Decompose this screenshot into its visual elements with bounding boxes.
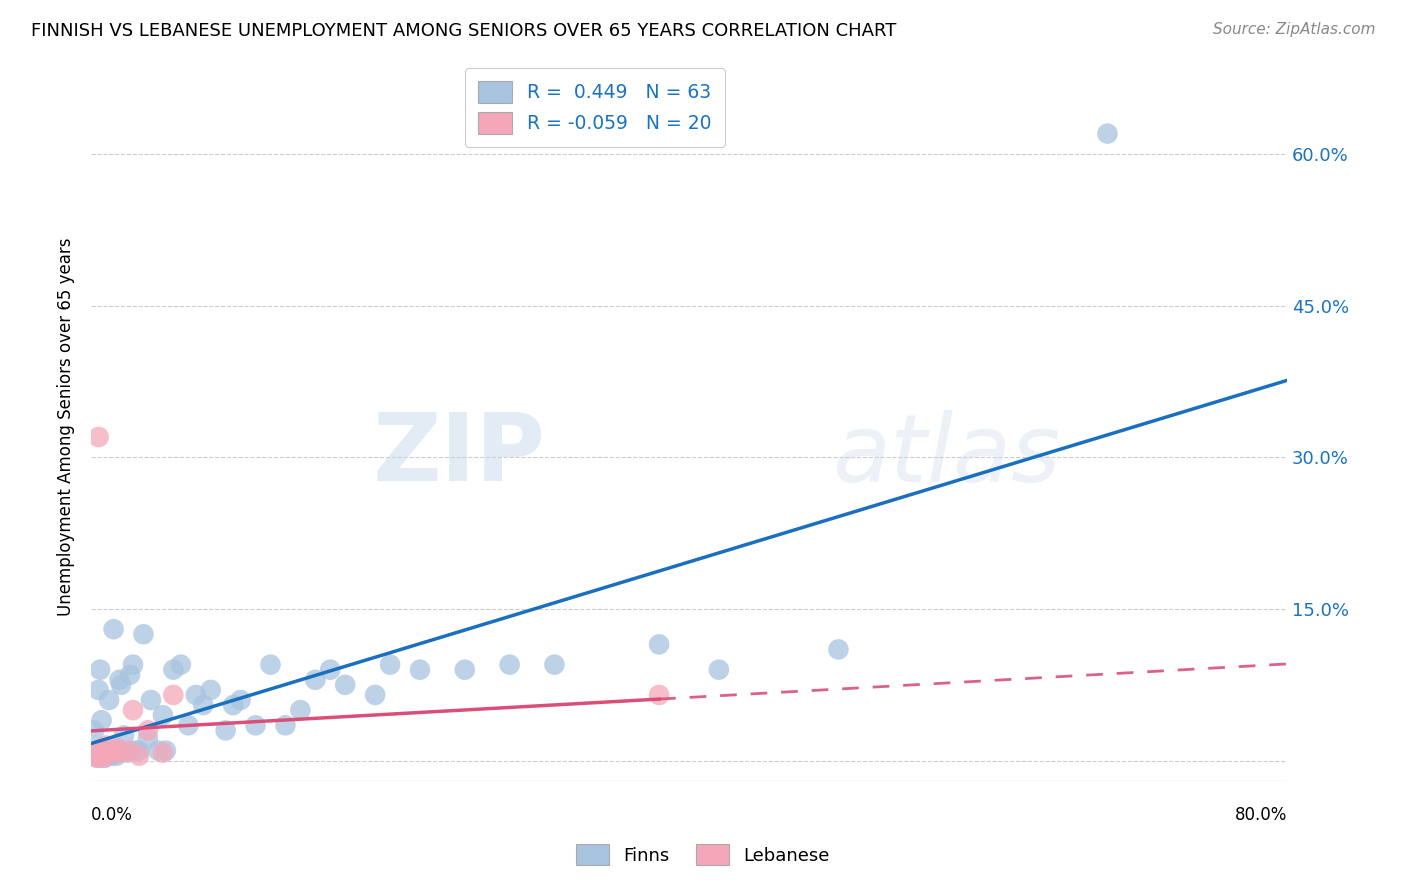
Point <box>117 743 139 757</box>
Point <box>93 750 115 764</box>
Point <box>498 657 520 672</box>
Point <box>125 743 148 757</box>
Point <box>108 673 131 687</box>
Point <box>335 678 357 692</box>
Point <box>112 728 135 742</box>
Legend: Finns, Lebanese: Finns, Lebanese <box>569 837 837 872</box>
Point <box>98 693 121 707</box>
Point <box>827 642 849 657</box>
Point <box>222 698 245 712</box>
Point <box>110 678 132 692</box>
Point <box>648 688 671 702</box>
Point <box>105 748 128 763</box>
Point <box>100 746 122 760</box>
Point <box>91 748 114 763</box>
Point <box>91 746 114 760</box>
Point <box>378 657 401 672</box>
Point <box>87 748 110 763</box>
Point <box>155 743 177 757</box>
Point <box>90 748 112 763</box>
Point <box>152 708 174 723</box>
Point <box>170 657 193 672</box>
Point <box>290 703 312 717</box>
Point <box>543 657 565 672</box>
Point <box>101 748 124 763</box>
Point <box>122 657 145 672</box>
Point <box>364 688 387 702</box>
Point <box>648 637 671 651</box>
Text: FINNISH VS LEBANESE UNEMPLOYMENT AMONG SENIORS OVER 65 YEARS CORRELATION CHART: FINNISH VS LEBANESE UNEMPLOYMENT AMONG S… <box>31 22 896 40</box>
Point <box>94 743 117 757</box>
Point <box>86 750 108 764</box>
Point <box>84 748 107 763</box>
Point <box>84 743 107 757</box>
Point <box>148 743 170 757</box>
Point <box>87 430 110 444</box>
Point <box>83 748 105 763</box>
Point <box>107 741 129 756</box>
Point <box>110 746 132 760</box>
Point <box>319 663 342 677</box>
Text: 0.0%: 0.0% <box>91 806 134 824</box>
Point <box>83 723 105 738</box>
Point <box>162 688 184 702</box>
Point <box>89 663 111 677</box>
Point <box>104 747 127 761</box>
Point <box>94 739 117 753</box>
Point <box>409 663 432 677</box>
Point <box>89 746 111 760</box>
Point <box>152 746 174 760</box>
Point <box>84 746 107 760</box>
Point <box>91 743 114 757</box>
Point <box>128 743 150 757</box>
Point <box>707 663 730 677</box>
Point <box>136 723 159 738</box>
Point <box>200 682 222 697</box>
Point <box>177 718 200 732</box>
Point <box>94 748 117 763</box>
Point <box>97 748 120 763</box>
Text: 80.0%: 80.0% <box>1234 806 1286 824</box>
Point <box>245 718 267 732</box>
Legend: R =  0.449   N = 63, R = -0.059   N = 20: R = 0.449 N = 63, R = -0.059 N = 20 <box>465 68 724 147</box>
Point <box>90 713 112 727</box>
Point <box>115 746 138 760</box>
Point <box>103 746 125 760</box>
Point <box>304 673 326 687</box>
Point <box>132 627 155 641</box>
Point <box>229 693 252 707</box>
Point <box>215 723 238 738</box>
Point <box>89 750 111 764</box>
Point <box>90 748 112 763</box>
Point <box>122 703 145 717</box>
Point <box>118 667 141 681</box>
Point <box>454 663 477 677</box>
Text: Source: ZipAtlas.com: Source: ZipAtlas.com <box>1212 22 1375 37</box>
Point <box>98 743 121 757</box>
Point <box>274 718 297 732</box>
Point <box>1097 127 1119 141</box>
Point <box>136 731 159 746</box>
Point <box>193 698 215 712</box>
Point <box>93 750 115 764</box>
Point <box>87 682 110 697</box>
Point <box>162 663 184 677</box>
Y-axis label: Unemployment Among Seniors over 65 years: Unemployment Among Seniors over 65 years <box>58 237 75 616</box>
Point <box>139 693 162 707</box>
Point <box>86 750 108 764</box>
Point <box>259 657 281 672</box>
Point <box>128 748 150 763</box>
Point <box>103 622 125 636</box>
Point <box>184 688 207 702</box>
Point <box>107 743 129 757</box>
Text: ZIP: ZIP <box>373 409 546 501</box>
Text: atlas: atlas <box>832 409 1060 500</box>
